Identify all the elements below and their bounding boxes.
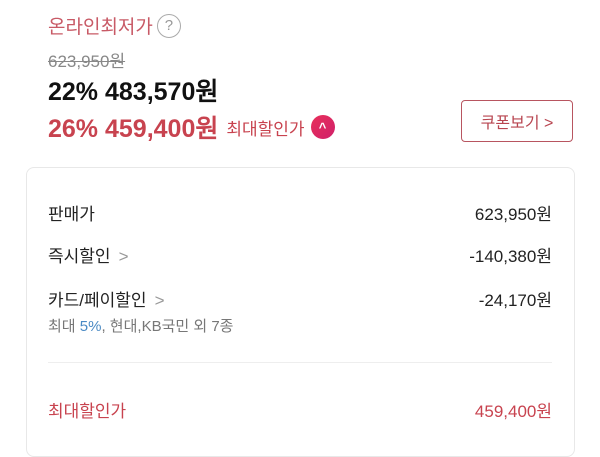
- row-label: 카드/페이할인: [48, 291, 147, 310]
- max-discount-price-line: 26% 459,400원 최대할인가 ^: [48, 109, 335, 145]
- max-discount-price: 26% 459,400원: [48, 115, 219, 143]
- original-price: 623,950원: [48, 52, 126, 71]
- row-value: -24,170원: [478, 291, 552, 310]
- online-lowest-price-title: 온라인최저가 ?: [48, 12, 181, 39]
- title-text: 온라인최저가: [48, 17, 153, 38]
- max-discount-label: 최대할인가: [226, 119, 305, 139]
- max-discount-total-row: 최대할인가 459,400원: [48, 397, 552, 422]
- card-pay-discount-row[interactable]: 카드/페이할인 > -24,170원: [48, 286, 552, 311]
- chevron-up-icon[interactable]: ^: [310, 115, 335, 139]
- note-percent: 5%: [79, 318, 102, 335]
- row-value: -140,380원: [469, 247, 552, 266]
- help-icon[interactable]: ?: [156, 13, 181, 38]
- row-value: 623,950원: [474, 205, 552, 224]
- divider: [48, 362, 552, 363]
- view-coupons-button[interactable]: 쿠폰보기 >: [461, 100, 573, 142]
- note-suffix: , 현대,KB국민 외 7종: [101, 318, 234, 335]
- chevron-right-icon[interactable]: >: [118, 247, 129, 266]
- card-discount-note: 최대 5%, 현대,KB국민 외 7종: [48, 315, 233, 336]
- row-label: 판매가: [48, 205, 95, 224]
- instant-discount-row[interactable]: 즉시할인 > -140,380원: [48, 242, 552, 267]
- row-value: 459,400원: [474, 402, 552, 421]
- sale-price-row: 판매가 623,950원: [48, 200, 552, 225]
- row-label: 최대할인가: [48, 402, 127, 421]
- discount-price: 22% 483,570원: [48, 78, 219, 106]
- row-label: 즉시할인: [48, 247, 111, 266]
- chevron-right-icon[interactable]: >: [154, 291, 165, 310]
- note-prefix: 최대: [48, 318, 80, 335]
